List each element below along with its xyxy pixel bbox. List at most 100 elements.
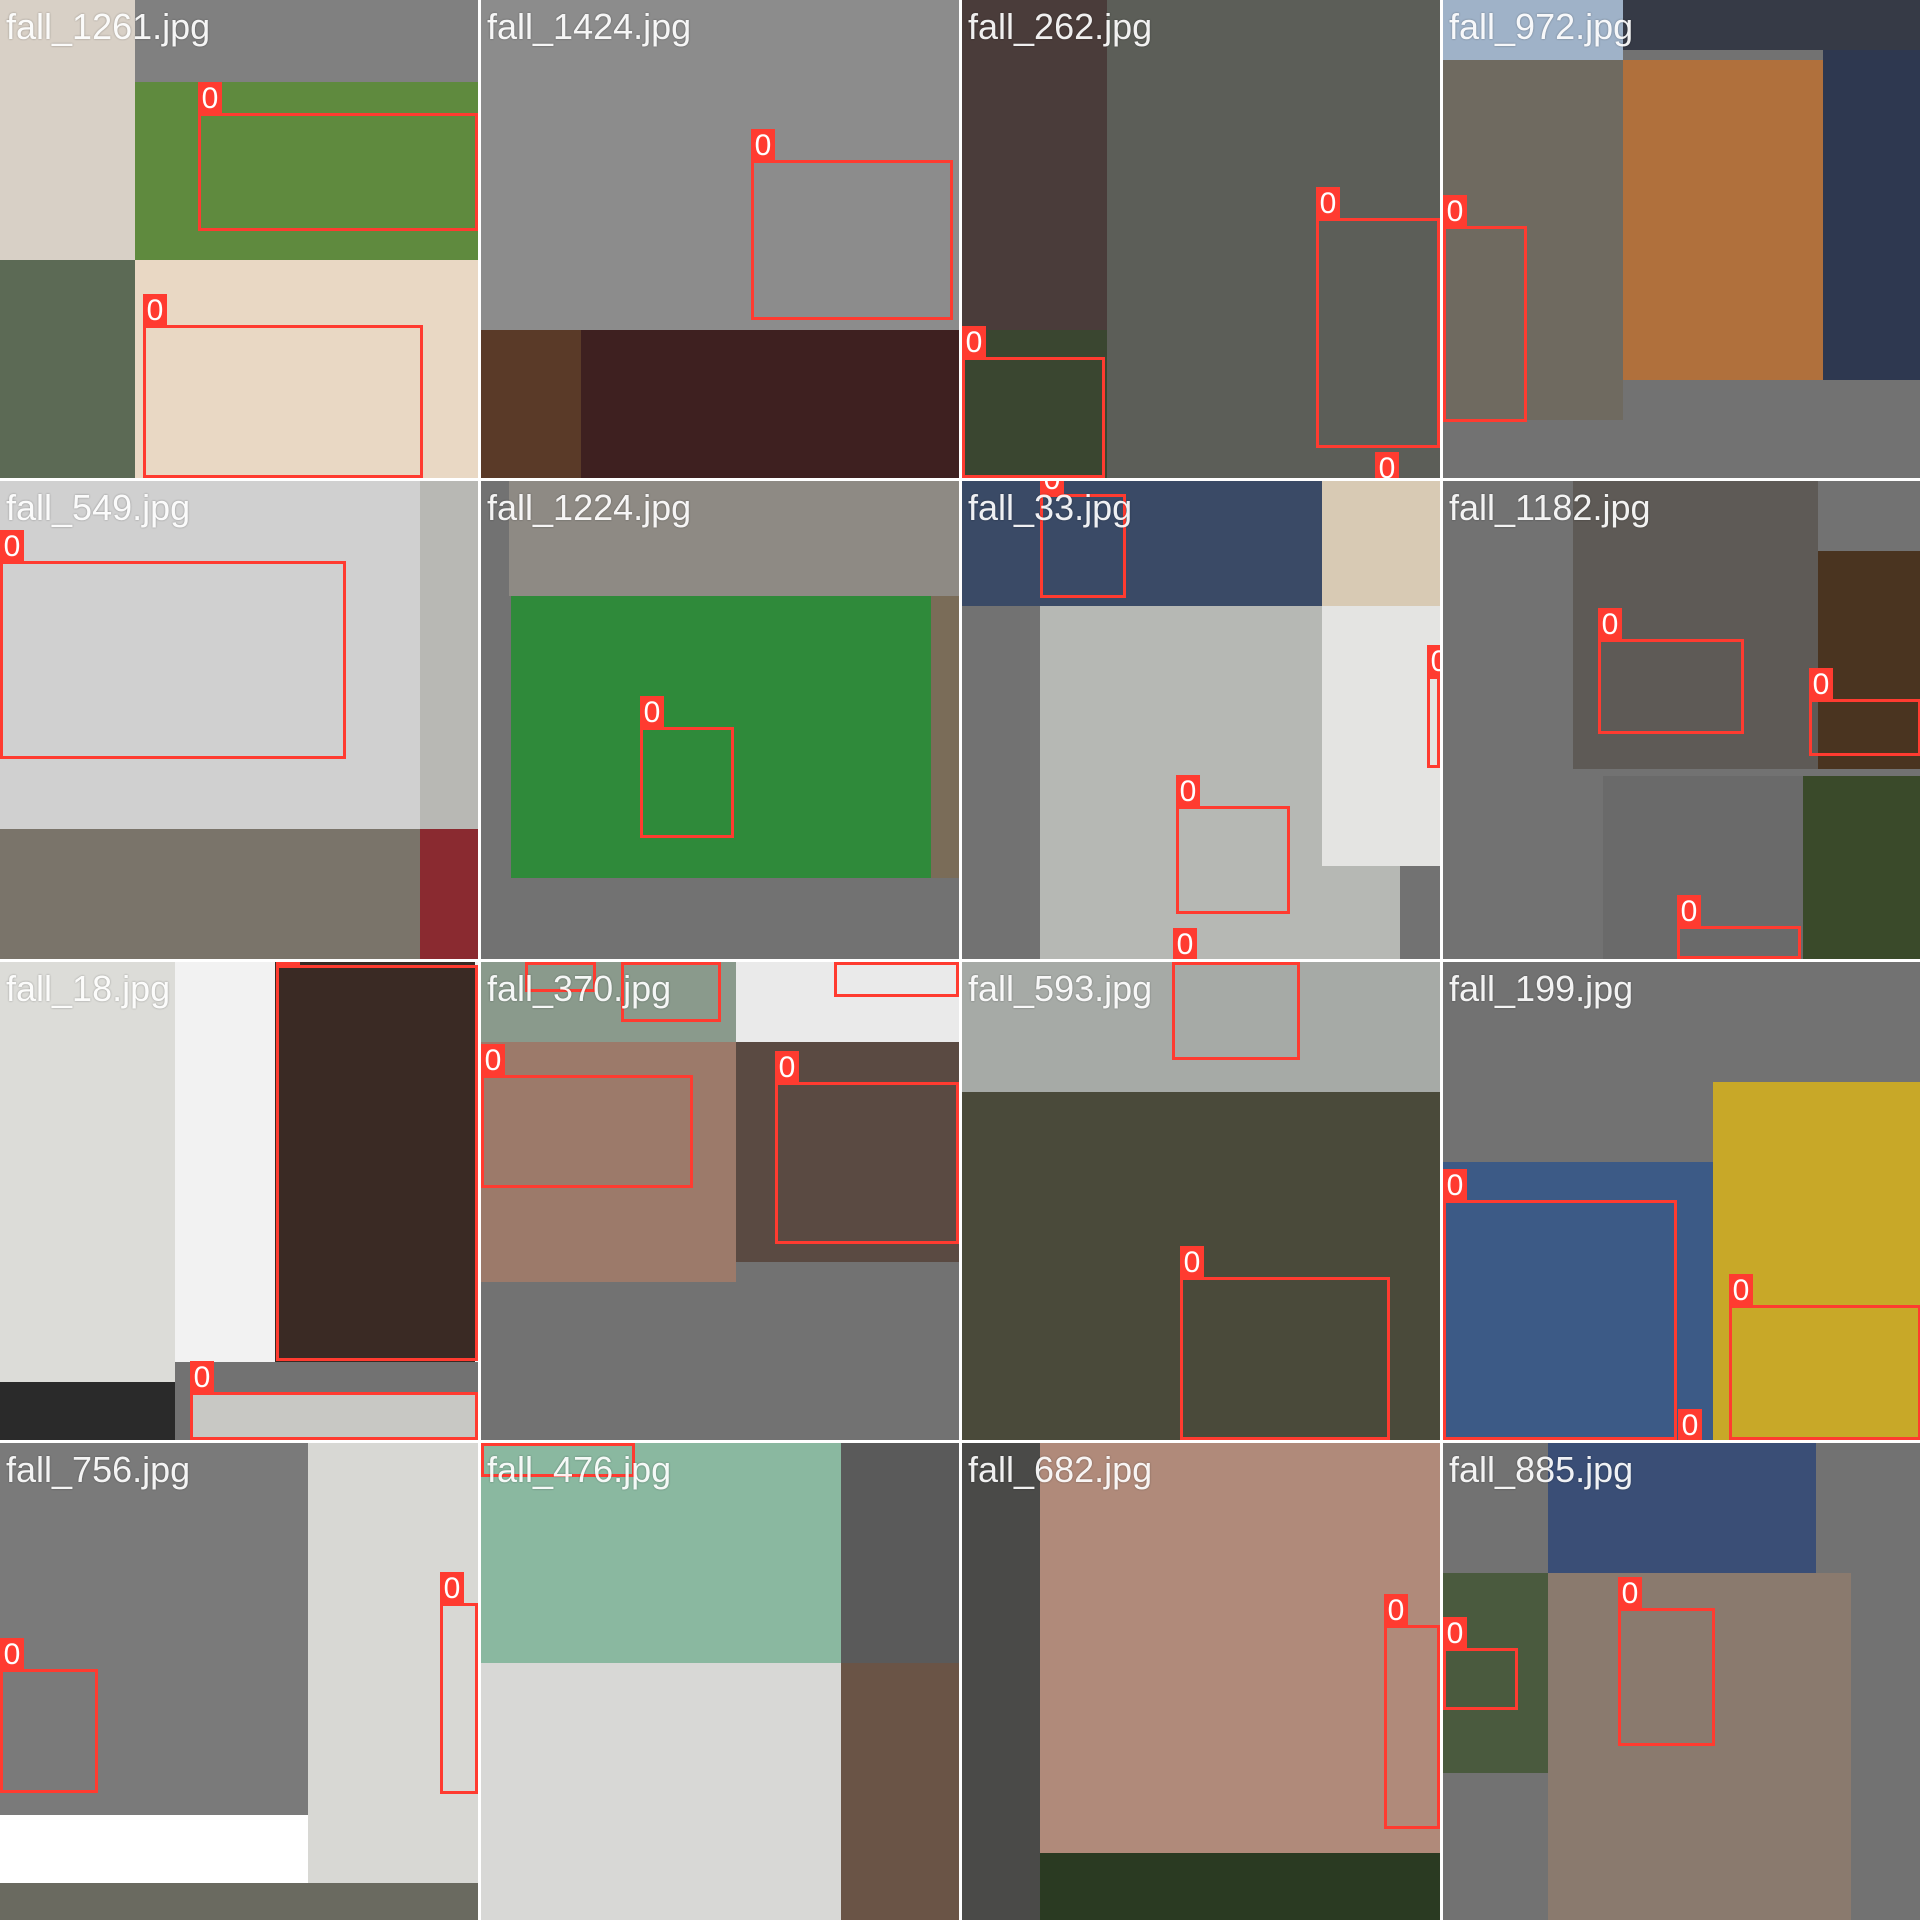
photo-region <box>1623 60 1823 380</box>
tile-filename: fall_1424.jpg <box>487 6 692 47</box>
detection-box: 0 <box>640 696 734 838</box>
class-label: 0 <box>1172 962 1196 965</box>
class-label: 0 <box>1316 187 1340 221</box>
tile-fall-1261: fall_1261.jpg 0 0 <box>0 0 478 478</box>
class-label: 0 <box>1677 895 1701 929</box>
detection-box: 0 <box>1172 962 1300 1060</box>
tile-fall-262: fall_262.jpg 0 0 0 <box>962 0 1440 478</box>
detection-box: 0 <box>1443 1169 1677 1440</box>
tile-filename: fall_1261.jpg <box>6 6 211 47</box>
photo-region <box>1803 776 1920 959</box>
class-label: 0 <box>1443 1617 1467 1651</box>
detection-box: 0 <box>1443 195 1527 422</box>
class-label: 0 <box>640 696 664 730</box>
class-label: 0 <box>1678 1409 1702 1440</box>
tile-filename: fall_476.jpg <box>487 1449 672 1490</box>
photo-region <box>1107 0 1440 478</box>
detection-box: 0 <box>751 129 953 320</box>
detection-box: 0 <box>1677 895 1801 959</box>
class-label: 0 <box>0 1638 24 1672</box>
class-label: 0 <box>1443 1169 1467 1203</box>
tile-fall-33: fall_33.jpg 0 0 0 0 <box>962 481 1440 959</box>
class-label: 0 <box>621 962 645 965</box>
tile-filename: fall_756.jpg <box>6 1449 191 1490</box>
photo-region <box>962 330 1107 478</box>
detection-box: 0 <box>198 82 478 231</box>
detection-box: 0 <box>1316 187 1440 448</box>
photo-region <box>1443 1573 1548 1773</box>
class-label: 0 <box>1176 775 1200 809</box>
detection-box: 0 <box>775 1051 959 1244</box>
tile-filename: fall_33.jpg <box>968 487 1133 528</box>
class-label: 0 <box>440 1572 464 1606</box>
photo-region <box>308 1443 478 1883</box>
detection-box: 0 <box>525 962 596 992</box>
photo-region <box>481 1042 736 1282</box>
padding-region <box>135 0 478 82</box>
photo-region <box>736 962 959 1042</box>
photo-region <box>581 330 959 478</box>
class-label: 0 <box>1598 608 1622 642</box>
class-label: 0 <box>1427 645 1440 679</box>
photo-region <box>1443 0 1623 60</box>
detection-box: 0 <box>834 962 959 997</box>
photo-region <box>1823 50 1920 380</box>
tile-fall-972: fall_972.jpg 0 <box>1443 0 1920 478</box>
class-label: 0 <box>1729 1274 1753 1308</box>
class-label: 0 <box>0 530 24 564</box>
photo-region <box>1322 606 1440 866</box>
photo-region <box>1322 481 1440 606</box>
photo-region <box>962 0 1107 330</box>
tile-fall-199: fall_199.jpg 0 0 0 <box>1443 962 1920 1440</box>
tile-filename: fall_885.jpg <box>1449 1449 1634 1490</box>
photo-region <box>1548 1443 1816 1573</box>
photo-region <box>962 962 1440 1092</box>
photo-region <box>481 330 581 478</box>
detection-box: 0 <box>1729 1274 1920 1440</box>
tile-filename: fall_370.jpg <box>487 968 672 1009</box>
photo-region <box>420 481 478 829</box>
detection-box: 0 <box>1040 481 1126 598</box>
class-label: 0 <box>1040 481 1064 497</box>
tile-filename: fall_593.jpg <box>968 968 1153 1009</box>
photo-region <box>0 0 135 260</box>
detection-box: 0 <box>481 1044 693 1188</box>
photo-region <box>962 1443 1040 1920</box>
class-label: 0 <box>525 962 549 965</box>
photo-region <box>0 1815 308 1883</box>
photo-region <box>511 596 931 878</box>
detection-box: 0 <box>1809 668 1920 756</box>
tile-fall-370: fall_370.jpg 0 0 0 0 0 <box>481 962 959 1440</box>
photo-region <box>0 260 135 478</box>
tile-fall-885: fall_885.jpg 0 0 <box>1443 1443 1920 1920</box>
tile-fall-1182: fall_1182.jpg 0 0 0 <box>1443 481 1920 959</box>
photo-region <box>0 1443 308 1815</box>
class-label: 0 <box>481 1443 505 1446</box>
tile-filename: fall_1224.jpg <box>487 487 692 528</box>
photo-region <box>0 1883 478 1920</box>
class-label: 0 <box>1618 1577 1642 1611</box>
detection-box: 0 <box>1180 1246 1390 1440</box>
detection-box: 0 <box>1618 1577 1715 1746</box>
tile-filename: fall_199.jpg <box>1449 968 1634 1009</box>
detection-box: 0 <box>0 1638 98 1793</box>
photo-region <box>962 481 1322 606</box>
class-label: 0 <box>1443 195 1467 229</box>
detection-box: 0 <box>481 1443 635 1477</box>
tile-fall-593: fall_593.jpg 0 0 <box>962 962 1440 1440</box>
photo-region <box>1443 1162 1713 1440</box>
class-label: 0 <box>1384 1594 1408 1628</box>
class-label: 0 <box>276 962 300 968</box>
tile-fall-1224: fall_1224.jpg 0 <box>481 481 959 959</box>
tile-filename: fall_682.jpg <box>968 1449 1153 1490</box>
class-label: 0 <box>1173 928 1197 959</box>
photo-region <box>190 1392 478 1440</box>
photo-region <box>481 962 736 1042</box>
photo-region <box>481 1663 841 1920</box>
class-label: 0 <box>962 326 986 360</box>
class-label: 0 <box>143 294 167 328</box>
photo-region <box>931 596 959 878</box>
class-label: 0 <box>1180 1246 1204 1280</box>
tile-filename: fall_549.jpg <box>6 487 191 528</box>
detection-box: 0 <box>190 1361 478 1440</box>
